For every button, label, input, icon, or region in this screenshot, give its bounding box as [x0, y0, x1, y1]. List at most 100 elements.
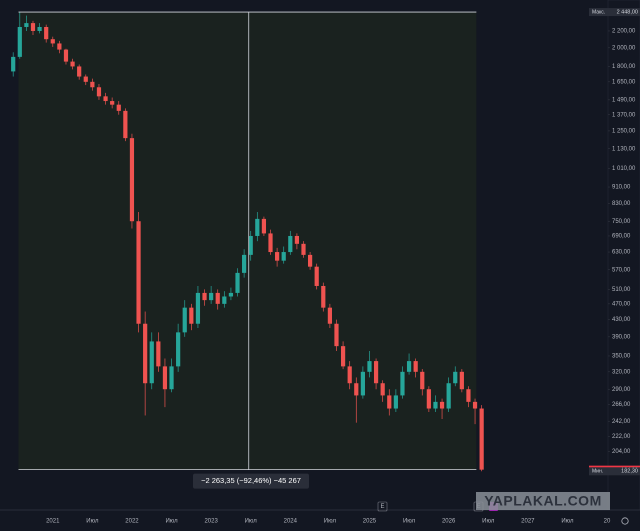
price-axis-panel	[607, 0, 640, 511]
watermark-box	[476, 492, 610, 510]
candle-body	[275, 252, 280, 261]
x-tick-label: Июл	[403, 519, 416, 525]
y-tick-label: 320,00	[612, 369, 631, 375]
candle-body	[70, 61, 75, 67]
candle-body	[400, 371, 405, 396]
candle-body	[11, 56, 16, 72]
y-tick-label: 242,00	[612, 419, 631, 425]
x-tick-label: 2026	[442, 519, 456, 525]
measure-text: −2 263,35 (−92,46%) −45 267	[201, 476, 301, 485]
candle-body	[261, 218, 267, 234]
candle-body	[195, 292, 201, 324]
candle-body	[136, 221, 141, 324]
candle-body	[294, 235, 300, 244]
marker-label: 182,30	[621, 469, 638, 475]
candle-body	[327, 307, 332, 324]
event-icon[interactable]	[377, 501, 388, 512]
candle-body	[453, 371, 458, 384]
candle-body	[426, 389, 431, 409]
candle-body	[248, 235, 253, 255]
candle-body	[17, 26, 22, 57]
y-tick-label: 266,00	[612, 402, 631, 408]
candle-body	[479, 408, 484, 470]
y-tick-label: 350,00	[612, 354, 631, 360]
candle-body	[413, 361, 418, 372]
x-tick-label: Июл	[324, 519, 337, 525]
watermark: YAPLAKAL.COM	[484, 493, 602, 509]
candle-body	[459, 371, 464, 390]
candle-body	[149, 341, 154, 384]
candle-body	[182, 307, 187, 333]
candle-body	[420, 371, 425, 390]
y-tick-label: 1 490,00	[612, 97, 636, 103]
candle-body	[110, 101, 115, 105]
candle-body	[96, 87, 102, 97]
event-label: E	[380, 504, 384, 510]
candle-body	[169, 366, 174, 390]
candle-body	[189, 307, 194, 324]
candle-body	[63, 49, 69, 62]
candle-body	[57, 43, 62, 50]
candle-body	[380, 383, 385, 396]
candle-body	[176, 332, 181, 367]
y-tick-label: 1 650,00	[612, 79, 636, 85]
candle-body	[77, 66, 82, 77]
candle-body	[202, 292, 207, 301]
candle-body	[37, 26, 42, 31]
y-tick-label: 1 370,00	[612, 112, 636, 118]
low-marker-box	[589, 467, 640, 476]
candle-body	[367, 361, 372, 372]
y-tick-label: 630,00	[612, 250, 631, 256]
candle-body	[24, 23, 29, 27]
marker-label: 2 448,00	[617, 10, 638, 16]
candle-body	[162, 366, 168, 390]
candle-body	[472, 401, 478, 409]
x-tick-label: 2022	[125, 519, 139, 525]
x-tick-label: 20	[604, 519, 611, 525]
candle-body	[439, 401, 445, 409]
candle-body	[222, 296, 227, 304]
candle-body	[301, 243, 306, 255]
y-tick-label: 510,00	[612, 287, 631, 293]
y-tick-label: 2 000,00	[612, 45, 636, 51]
y-tick-label: 1 800,00	[612, 64, 636, 70]
y-tick-label: 690,00	[612, 234, 631, 240]
candle-body	[103, 96, 108, 102]
candle-body	[281, 252, 286, 261]
candle-body	[116, 104, 121, 111]
candle-body	[268, 233, 273, 253]
candle-body	[228, 292, 234, 297]
y-tick-label: 430,00	[612, 317, 631, 323]
x-tick-label: 2021	[46, 519, 60, 525]
x-tick-label: Июл	[86, 519, 99, 525]
x-tick-label: 2024	[284, 519, 298, 525]
y-tick-label: 1 010,00	[612, 166, 636, 172]
y-tick-label: 222,00	[612, 434, 631, 440]
candle-body	[347, 366, 352, 384]
candle-body	[406, 361, 412, 372]
candle-body	[209, 292, 214, 301]
x-tick-label: Июл	[165, 519, 178, 525]
candle-body	[83, 76, 88, 82]
candle-body	[387, 395, 392, 409]
high-marker-box	[589, 8, 640, 17]
candle-body	[143, 323, 148, 384]
candle-body	[215, 292, 220, 304]
candle-body	[466, 389, 471, 402]
y-tick-label: 470,00	[612, 301, 631, 307]
candle-body	[354, 383, 359, 396]
marker-tag: Мин.	[592, 469, 603, 475]
candle-body	[123, 110, 128, 139]
candle-body	[44, 26, 49, 40]
candle-body	[307, 254, 313, 267]
y-tick-label: 290,00	[612, 387, 631, 393]
settings-icon[interactable]	[621, 517, 629, 525]
x-tick-label: 2025	[363, 519, 377, 525]
x-tick-label: 2023	[204, 519, 218, 525]
x-tick-label: Июл	[561, 519, 574, 525]
marker-tag: Макс.	[592, 9, 605, 15]
y-tick-label: 910,00	[612, 185, 631, 191]
candle-body	[50, 39, 55, 44]
y-tick-label: 2 200,00	[612, 29, 636, 35]
